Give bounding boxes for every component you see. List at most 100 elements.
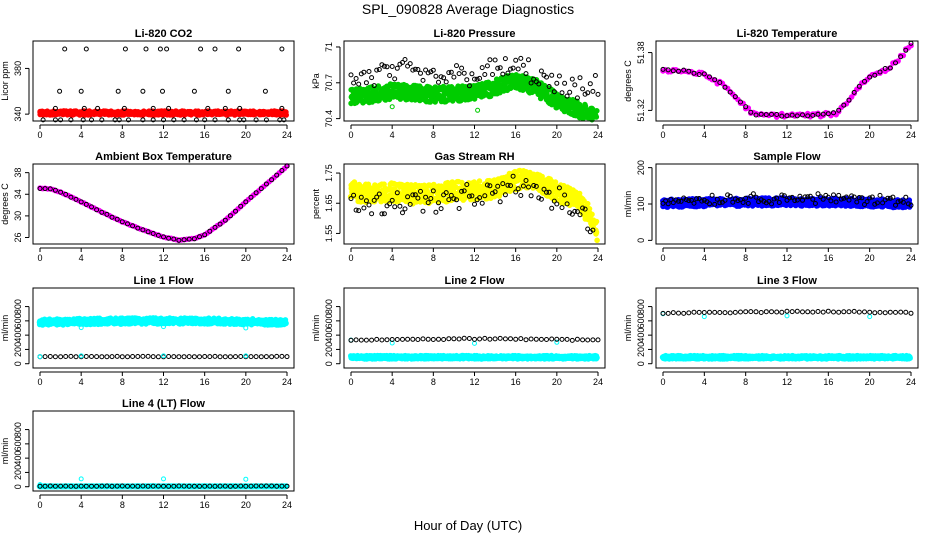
data-point — [384, 64, 390, 70]
data-point — [446, 336, 452, 342]
x-tick-label: 4 — [390, 130, 395, 140]
data-point — [405, 336, 411, 342]
x-tick-label: 8 — [431, 377, 436, 387]
data-point — [420, 336, 426, 342]
x-tick-label: 24 — [593, 130, 603, 140]
data-point — [171, 354, 177, 360]
data-point — [233, 354, 238, 360]
y-tick-label: 200 — [324, 342, 334, 357]
data-point — [212, 117, 218, 123]
x-tick-label: 12 — [158, 377, 168, 387]
data-point — [518, 336, 524, 342]
data-marks — [37, 163, 290, 244]
data-point — [436, 336, 441, 342]
data-point — [356, 208, 362, 214]
data-point — [243, 325, 249, 331]
data-point — [274, 353, 280, 359]
x-tick-label: 12 — [469, 130, 479, 140]
data-point — [94, 354, 100, 360]
data-point — [157, 46, 163, 52]
data-point — [376, 67, 382, 72]
data-point — [212, 46, 218, 52]
data-point — [222, 354, 228, 360]
panel-5: Gas Stream RH0 4 8 12 16 20 241.551.651.75perc… — [311, 151, 606, 263]
data-point — [538, 68, 544, 74]
data-point — [585, 337, 591, 343]
data-point — [420, 77, 426, 83]
data-point — [389, 64, 395, 69]
data-point — [282, 317, 289, 323]
y-axis: 1.551.651.75 — [324, 164, 341, 242]
data-point — [436, 79, 441, 85]
figure-title: SPL_090828 Average Diagnostics — [362, 1, 574, 17]
data-point — [556, 73, 562, 79]
data-point — [574, 336, 580, 342]
data-point — [472, 201, 477, 207]
plot-frame — [32, 40, 295, 122]
data-marks — [659, 308, 914, 362]
data-point — [443, 79, 449, 85]
data-point — [593, 218, 600, 225]
x-tick-label: 24 — [906, 253, 916, 263]
data-point — [482, 335, 488, 341]
data-point — [384, 337, 390, 343]
panel-title: Line 1 Flow — [134, 275, 194, 287]
x-tick-label: 8 — [743, 253, 748, 263]
data-point — [479, 65, 485, 71]
data-point — [279, 46, 285, 52]
y-tick-label: 0 — [324, 361, 334, 366]
data-point — [441, 337, 447, 342]
data-point — [586, 206, 593, 212]
y-tick-label: 600 — [13, 313, 23, 328]
data-point — [83, 354, 89, 359]
x-tick-label: 4 — [702, 130, 707, 140]
data-point — [595, 91, 601, 97]
data-point — [140, 88, 146, 94]
data-point — [80, 117, 86, 123]
data-point — [477, 336, 483, 342]
data-point — [52, 354, 58, 360]
y-tick-label: 38 — [13, 168, 23, 178]
data-point — [126, 117, 131, 123]
x-tick-label: 4 — [79, 130, 84, 140]
data-point — [394, 65, 400, 71]
data-point — [464, 77, 470, 83]
y-tick-label: 34 — [13, 189, 23, 199]
data-point — [528, 193, 534, 199]
x-tick-label: 16 — [200, 377, 210, 387]
x-tick-label: 16 — [200, 130, 210, 140]
plot-frame — [655, 40, 919, 122]
data-point — [461, 335, 467, 341]
data-point — [361, 205, 367, 211]
panel-title: Ambient Box Temperature — [95, 151, 232, 163]
data-point — [492, 57, 498, 63]
data-point — [410, 336, 416, 342]
x-tick-label: 20 — [865, 253, 875, 263]
y-tick-label: 600 — [324, 313, 334, 328]
data-point — [508, 336, 513, 342]
data-point — [590, 88, 596, 94]
x-tick-label: 8 — [120, 130, 125, 140]
y-axis-label: ml/min — [0, 315, 10, 342]
data-point — [125, 354, 130, 360]
data-point — [420, 208, 426, 214]
x-tick-label: 12 — [782, 130, 792, 140]
data-point — [238, 354, 244, 359]
data-point — [150, 105, 156, 111]
data-point — [369, 211, 375, 217]
data-point — [559, 336, 565, 342]
data-point — [448, 69, 454, 75]
data-point — [477, 75, 483, 81]
data-point — [171, 117, 177, 123]
data-point — [386, 186, 392, 192]
data-point — [554, 201, 560, 207]
data-point — [212, 353, 218, 359]
y-tick-label: 70.7 — [324, 74, 334, 92]
x-tick-label: 16 — [511, 377, 521, 387]
data-point — [552, 179, 559, 185]
data-point — [476, 178, 483, 184]
